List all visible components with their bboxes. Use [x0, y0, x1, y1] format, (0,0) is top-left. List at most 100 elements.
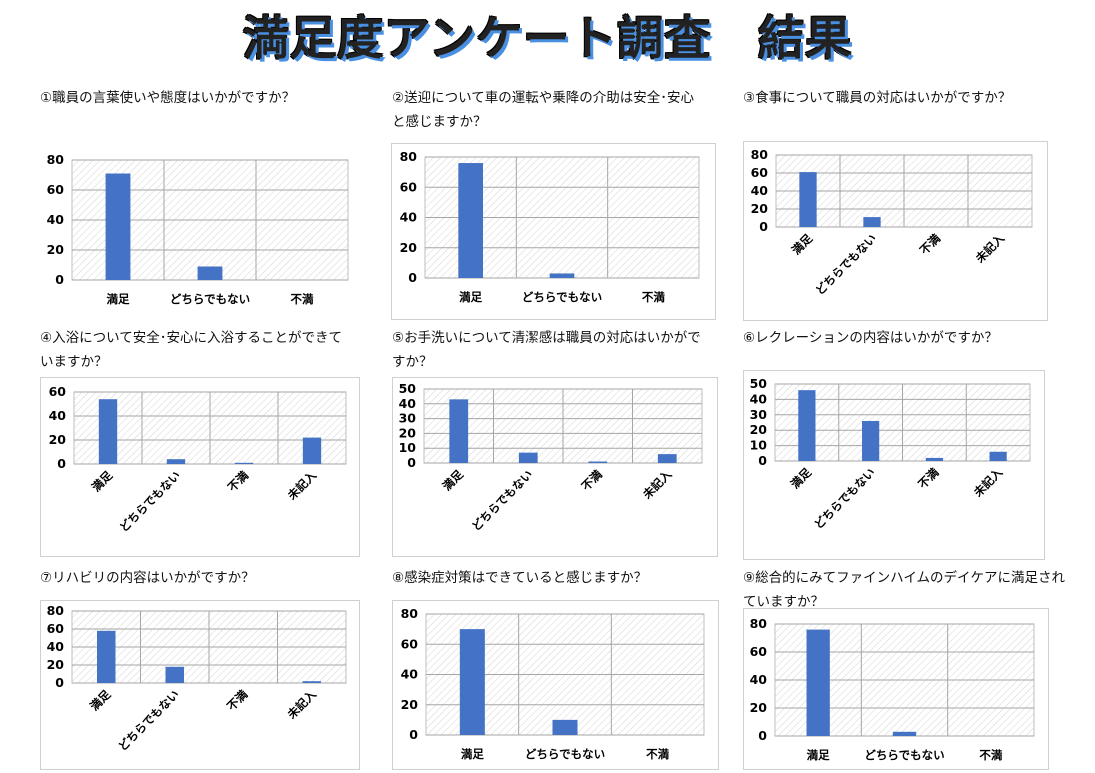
y-tick-label: 0 — [55, 272, 64, 287]
bar-2 — [863, 217, 881, 227]
x-tick-label: 満足 — [788, 465, 815, 492]
y-tick-label: 40 — [750, 672, 768, 687]
y-tick-label: 50 — [750, 376, 768, 391]
y-tick-label: 20 — [750, 700, 768, 715]
bar-3 — [234, 462, 254, 464]
y-tick-label: 30 — [399, 411, 417, 426]
bar-chart-q8: 0 20 40 60 80 満足 どちらでもない 不満 — [392, 600, 719, 770]
bar-1 — [799, 172, 817, 227]
x-tick-label: 不満 — [979, 748, 1002, 762]
chart-frame — [743, 141, 1048, 321]
x-tick-label: 未記入 — [970, 465, 1005, 500]
bar-4 — [989, 451, 1007, 461]
y-tick-label: 20 — [399, 425, 417, 440]
y-tick-label: 80 — [751, 147, 769, 162]
x-tick-label: 不満 — [224, 687, 251, 714]
chart-title-q5: ⑤お手洗いについて清潔感は職員の対応はいかがで すか？ — [392, 330, 701, 370]
bar-1 — [459, 629, 485, 735]
y-tick-label: 80 — [47, 152, 65, 167]
x-tick-label: 満足 — [87, 687, 114, 714]
x-tick-label: 未記入 — [972, 231, 1007, 266]
chart-frame — [743, 608, 1049, 770]
y-tick-label: 60 — [47, 182, 65, 197]
bar-2 — [166, 459, 186, 464]
chart-frame — [391, 143, 716, 320]
x-tick-label: どちらでもない — [525, 747, 605, 761]
x-tick-label: 不満 — [646, 747, 669, 761]
chart-frame — [40, 600, 360, 770]
bar-4 — [302, 681, 321, 683]
bar-2 — [518, 452, 538, 463]
x-tick-label: どちらでもない — [813, 231, 880, 298]
y-tick-label: 60 — [751, 165, 769, 180]
y-tick-label: 40 — [400, 210, 418, 225]
x-tick-label: どちらでもない — [115, 687, 182, 754]
y-tick-label: 40 — [47, 639, 65, 654]
y-tick-label: 20 — [751, 201, 769, 216]
bar-2 — [165, 666, 184, 683]
x-tick-label: 満足 — [807, 748, 830, 762]
bar-2 — [552, 719, 578, 735]
bar-1 — [806, 629, 830, 736]
x-tick-label: 未記入 — [639, 467, 674, 502]
y-tick-label: 20 — [49, 432, 67, 447]
x-tick-label: 不満 — [225, 468, 252, 495]
y-tick-label: 0 — [408, 270, 417, 285]
bar-2 — [549, 273, 575, 278]
bar-2 — [197, 266, 223, 280]
x-tick-label: 未記入 — [284, 468, 319, 503]
y-tick-label: 60 — [750, 644, 768, 659]
x-tick-label: どちらでもない — [170, 292, 250, 306]
y-tick-label: 40 — [49, 408, 67, 423]
bar-1 — [798, 390, 816, 461]
y-tick-label: 60 — [47, 621, 65, 636]
bar-2 — [862, 420, 880, 461]
chart-title-q3: ③食事について職員の対応はいかがですか？ — [743, 90, 1012, 106]
y-tick-label: 20 — [400, 240, 418, 255]
x-tick-label: どちらでもない — [117, 468, 184, 535]
chart-title-q1: ①職員の言葉使いや態度はいかがですか？ — [40, 90, 296, 106]
chart-frame — [743, 370, 1045, 560]
x-tick-label: 不満 — [917, 231, 944, 258]
chart-title-q4: ④入浴について安全･安心に入浴することができて いますか？ — [40, 330, 342, 370]
y-tick-label: 80 — [750, 616, 768, 631]
chart-title-q7: ⑦リハビリの内容はいかがですか？ — [40, 570, 255, 586]
bar-4 — [657, 454, 677, 463]
y-tick-label: 0 — [55, 675, 64, 690]
x-tick-label: どちらでもない — [864, 748, 944, 762]
y-tick-label: 20 — [401, 697, 419, 712]
y-tick-label: 10 — [750, 438, 768, 453]
x-tick-label: 満足 — [461, 747, 484, 761]
x-tick-label: 未記入 — [284, 687, 319, 722]
x-tick-label: どちらでもない — [469, 467, 536, 534]
y-tick-label: 40 — [399, 396, 417, 411]
chart-title-q6: ⑥レクレーションの内容はいかがですか？ — [743, 330, 998, 346]
bar-3 — [925, 457, 943, 461]
y-tick-label: 80 — [400, 149, 418, 164]
y-tick-label: 0 — [409, 727, 418, 742]
bar-1 — [97, 630, 116, 683]
y-tick-label: 20 — [750, 422, 768, 437]
y-tick-label: 60 — [400, 179, 418, 194]
chart-frame — [392, 377, 718, 557]
x-tick-label: 満足 — [89, 468, 116, 495]
bar-chart-q9: 0 20 40 60 80 満足 どちらでもない 不満 — [743, 608, 1049, 770]
x-tick-label: 満足 — [459, 290, 482, 304]
chart-title-q2: ②送迎について車の運転や乗降の介助は安全･安心 と感じますか？ — [392, 90, 694, 130]
x-tick-label: どちらでもない — [811, 465, 878, 532]
bar-chart-q4: 0 20 40 60 満足 どちらでもない 不満 未記入 — [40, 377, 360, 557]
y-tick-label: 60 — [401, 636, 419, 651]
y-tick-label: 50 — [399, 381, 417, 396]
x-tick-label: どちらでもない — [522, 290, 602, 304]
chart-title-q8: ⑧感染症対策はできていると感じますか？ — [392, 570, 648, 586]
y-tick-label: 40 — [401, 667, 419, 682]
x-tick-label: 不満 — [579, 467, 606, 494]
bar-1 — [98, 399, 118, 464]
chart-frame — [40, 377, 360, 557]
bar-chart-q2: 0 20 40 60 80 満足 どちらでもない 不満 — [391, 143, 716, 320]
y-tick-label: 80 — [401, 606, 419, 621]
bar-chart-q7: 0 20 40 60 80 満足 どちらでもない 不満 未記入 — [40, 600, 360, 770]
